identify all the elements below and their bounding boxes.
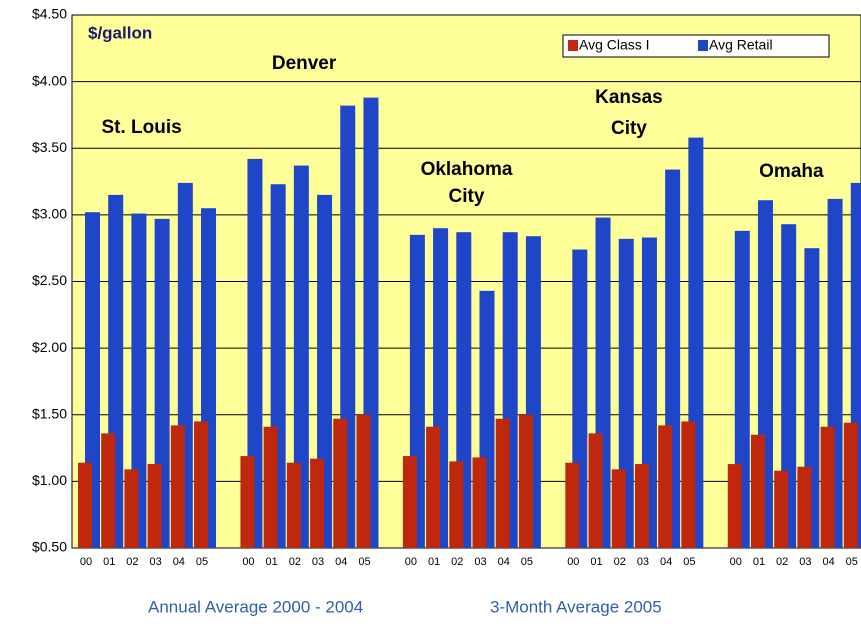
group-label: Kansas <box>595 87 663 108</box>
bar <box>611 469 626 548</box>
x-tick-label: 04 <box>660 556 672 568</box>
group-label: Omaha <box>759 161 824 182</box>
x-tick-label: 02 <box>126 556 138 568</box>
x-tick-label: 01 <box>266 556 278 568</box>
bar <box>101 433 116 548</box>
x-tick-label: 02 <box>289 556 301 568</box>
x-tick-label: 05 <box>521 556 533 568</box>
bar <box>781 224 797 548</box>
bar <box>750 434 765 548</box>
bar <box>78 462 92 548</box>
x-tick-label: 03 <box>637 556 649 568</box>
bar <box>247 158 263 548</box>
x-tick-label: 05 <box>196 556 208 568</box>
bars <box>78 97 861 548</box>
bar <box>681 421 696 548</box>
bar <box>402 456 417 548</box>
group-label: Denver <box>272 53 337 74</box>
bar <box>263 426 278 548</box>
bar <box>727 464 742 548</box>
bar <box>588 433 603 548</box>
bar <box>356 414 371 548</box>
y-tick-label: $3.00 <box>32 206 67 222</box>
group-label: City <box>449 186 485 207</box>
x-tick-label: 04 <box>335 556 347 568</box>
bar <box>124 469 139 548</box>
y-tick-label: $2.50 <box>32 272 67 288</box>
footnote: Annual Average 2000 - 2004 <box>148 597 363 616</box>
bar <box>658 425 673 548</box>
bar <box>170 425 185 548</box>
x-tick-label: 05 <box>846 556 858 568</box>
x-tick-label: 03 <box>312 556 324 568</box>
y-tick-label: $4.50 <box>32 6 67 22</box>
legend-label: Avg Class I <box>579 37 650 53</box>
x-tick-label: 01 <box>103 556 115 568</box>
bar <box>286 462 301 548</box>
bar <box>843 422 858 548</box>
y-tick-label: $1.50 <box>32 405 67 421</box>
bar <box>147 464 162 548</box>
x-tick-label: 04 <box>822 556 834 568</box>
footnote: 3-Month Average 2005 <box>490 597 662 616</box>
bar <box>565 462 580 548</box>
x-tick-label: 02 <box>451 556 463 568</box>
group-label: Oklahoma <box>421 159 513 180</box>
bar <box>797 466 812 548</box>
x-tick-label: 00 <box>405 556 417 568</box>
x-tick-label: 00 <box>80 556 92 568</box>
y-tick-label: $0.50 <box>32 539 67 555</box>
x-tick-label: 04 <box>173 556 185 568</box>
bar <box>310 458 325 548</box>
bar <box>820 426 835 548</box>
x-tick-label: 01 <box>590 556 602 568</box>
bar <box>240 456 255 548</box>
bar <box>774 470 789 548</box>
bar <box>518 414 533 548</box>
bar <box>472 457 487 548</box>
bar <box>495 418 510 548</box>
x-tick-label: 00 <box>730 556 742 568</box>
x-tick-label: 01 <box>753 556 765 568</box>
y-axis-label: $/gallon <box>88 23 152 42</box>
x-tick-label: 02 <box>776 556 788 568</box>
bar <box>449 461 464 548</box>
y-tick-label: $4.00 <box>32 72 67 88</box>
y-tick-label: $2.00 <box>32 339 67 355</box>
legend-label: Avg Retail <box>709 37 773 53</box>
bar <box>194 421 209 548</box>
legend-swatch <box>698 40 708 51</box>
bar <box>634 464 649 548</box>
bar <box>333 418 348 548</box>
group-label: St. Louis <box>102 117 182 138</box>
x-tick-label: 03 <box>799 556 811 568</box>
bar <box>293 165 309 548</box>
x-tick-label: 01 <box>428 556 440 568</box>
bar <box>131 213 147 548</box>
x-tick-label: 05 <box>358 556 370 568</box>
x-tick-label: 05 <box>683 556 695 568</box>
bar <box>850 182 861 548</box>
legend-box <box>562 34 830 58</box>
x-tick-label: 02 <box>614 556 626 568</box>
x-tick-label: 00 <box>242 556 254 568</box>
y-tick-label: $3.50 <box>32 139 67 155</box>
bar <box>426 426 441 548</box>
x-tick-label: 03 <box>149 556 161 568</box>
legend-swatch <box>568 40 578 51</box>
y-tick-label: $1.00 <box>32 472 67 488</box>
x-tick-label: 04 <box>498 556 510 568</box>
group-label: City <box>611 118 647 139</box>
x-tick-label: 03 <box>474 556 486 568</box>
x-tick-label: 00 <box>567 556 579 568</box>
